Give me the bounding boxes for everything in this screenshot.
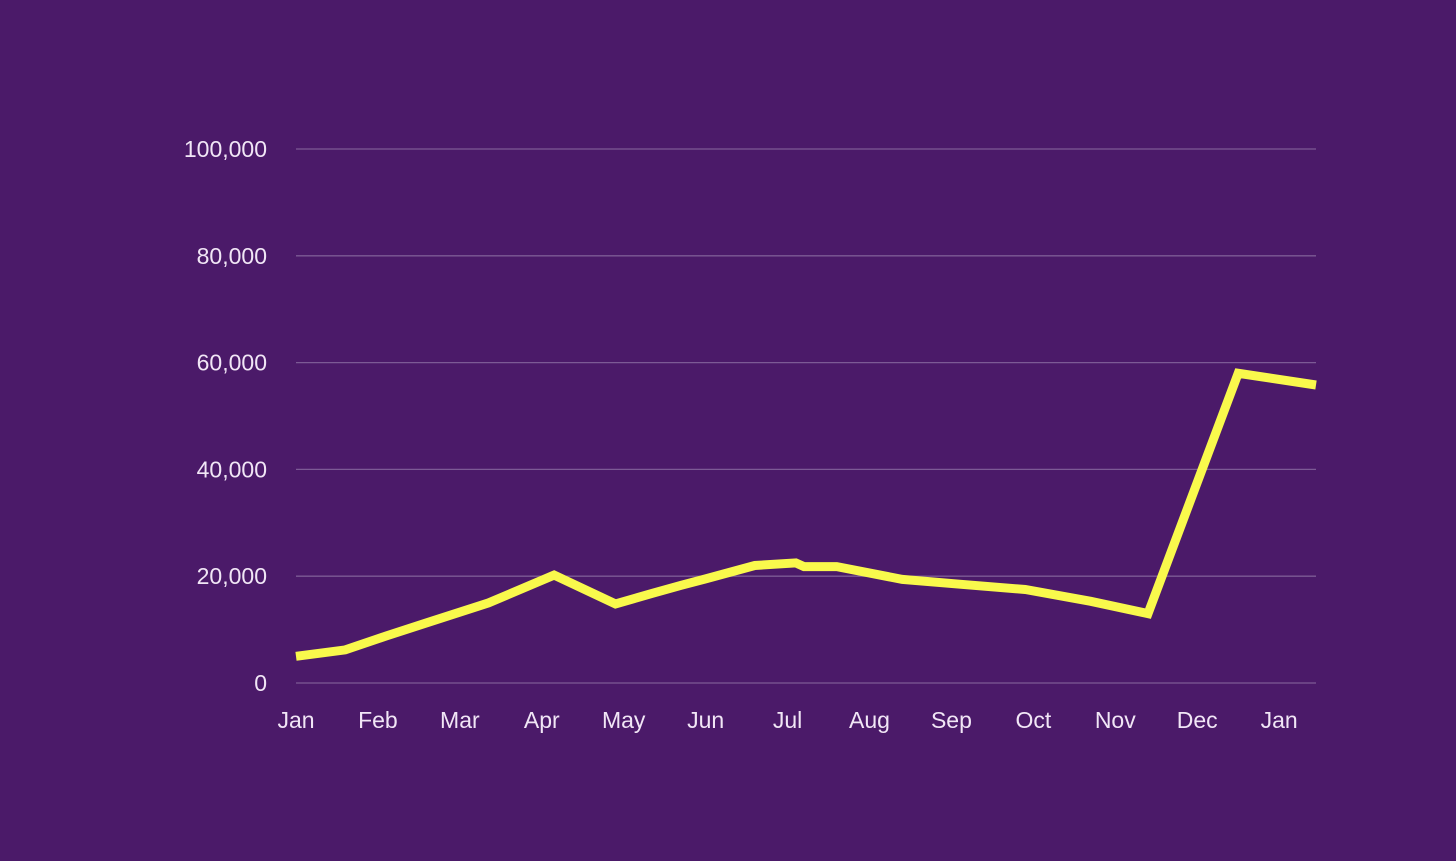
y-tick-label: 0 (254, 670, 267, 696)
y-tick-label: 80,000 (197, 243, 267, 269)
x-tick-label: Jan (277, 707, 314, 733)
x-tick-label: Sep (931, 707, 972, 733)
x-tick-label: Nov (1095, 707, 1136, 733)
grid-lines (296, 148, 1316, 684)
x-tick-label: Jun (687, 707, 724, 733)
y-tick-label: 40,000 (197, 456, 267, 482)
x-tick-label: Jul (773, 707, 802, 733)
x-tick-label: May (602, 707, 646, 733)
y-tick-label: 100,000 (184, 136, 267, 162)
series-line (295, 368, 1317, 661)
x-tick-label: Aug (849, 707, 890, 733)
y-tick-label: 20,000 (197, 563, 267, 589)
x-tick-label: Dec (1177, 707, 1218, 733)
x-tick-label: Jan (1261, 707, 1298, 733)
series-lines (295, 368, 1317, 661)
y-axis-ticks: 0 20,000 40,000 60,000 80,000 100,000 (184, 136, 267, 696)
x-tick-label: Apr (524, 707, 560, 733)
x-tick-label: Mar (440, 707, 480, 733)
y-tick-label: 60,000 (197, 350, 267, 376)
x-tick-label: Feb (358, 707, 398, 733)
x-axis-ticks: Jan Feb Mar Apr May Jun Jul Aug Sep Oct Nov Dec Jan (277, 707, 1297, 733)
x-tick-label: Oct (1015, 707, 1051, 733)
